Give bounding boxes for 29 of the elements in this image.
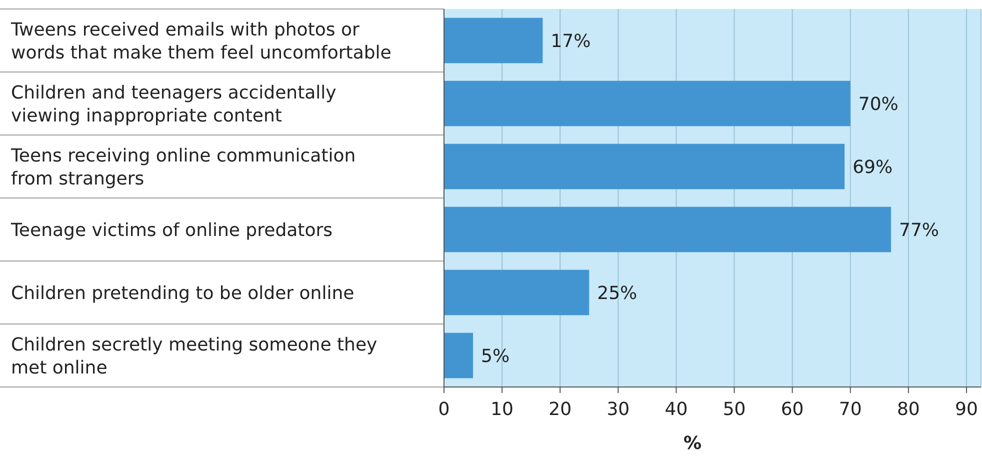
x-tick-label: 30 xyxy=(606,399,630,420)
y-tick-label: Teenage victims of online predators xyxy=(10,220,332,241)
data-label: 17% xyxy=(550,30,591,52)
x-tick-label: 40 xyxy=(664,399,688,420)
data-label: 69% xyxy=(852,156,893,178)
bar xyxy=(444,80,850,126)
data-label: 25% xyxy=(597,282,638,304)
x-tick-label: 10 xyxy=(490,399,514,420)
bar xyxy=(444,206,892,252)
y-tick-label: Children pretending to be older online xyxy=(11,282,354,304)
x-tick-label: 60 xyxy=(780,399,804,420)
data-label: 70% xyxy=(858,94,898,115)
bar xyxy=(444,270,590,316)
x-tick-label: 0 xyxy=(438,399,450,420)
x-tick-label: 80 xyxy=(896,399,920,420)
y-tick-label: Children and teenagers accidentally viewing inappropriate content xyxy=(11,82,337,126)
y-tick-label: Children secretly meeting someone they met online xyxy=(11,334,378,378)
bar xyxy=(444,144,845,190)
x-tick-label: 90 xyxy=(955,399,978,420)
bar xyxy=(444,18,543,64)
y-tick-label: Teens receiving online communication from strangers xyxy=(10,145,356,190)
bar xyxy=(444,332,474,378)
x-tick-label: 70 xyxy=(838,399,862,420)
data-label: 77% xyxy=(899,220,940,241)
data-label: 5% xyxy=(481,346,510,367)
x-axis-title: % xyxy=(683,433,702,454)
x-tick-label: 20 xyxy=(548,399,572,420)
y-tick-label: Tweens received emails with photos or words that make them feel uncomfortable xyxy=(10,19,392,64)
x-tick-label: 50 xyxy=(722,399,746,420)
